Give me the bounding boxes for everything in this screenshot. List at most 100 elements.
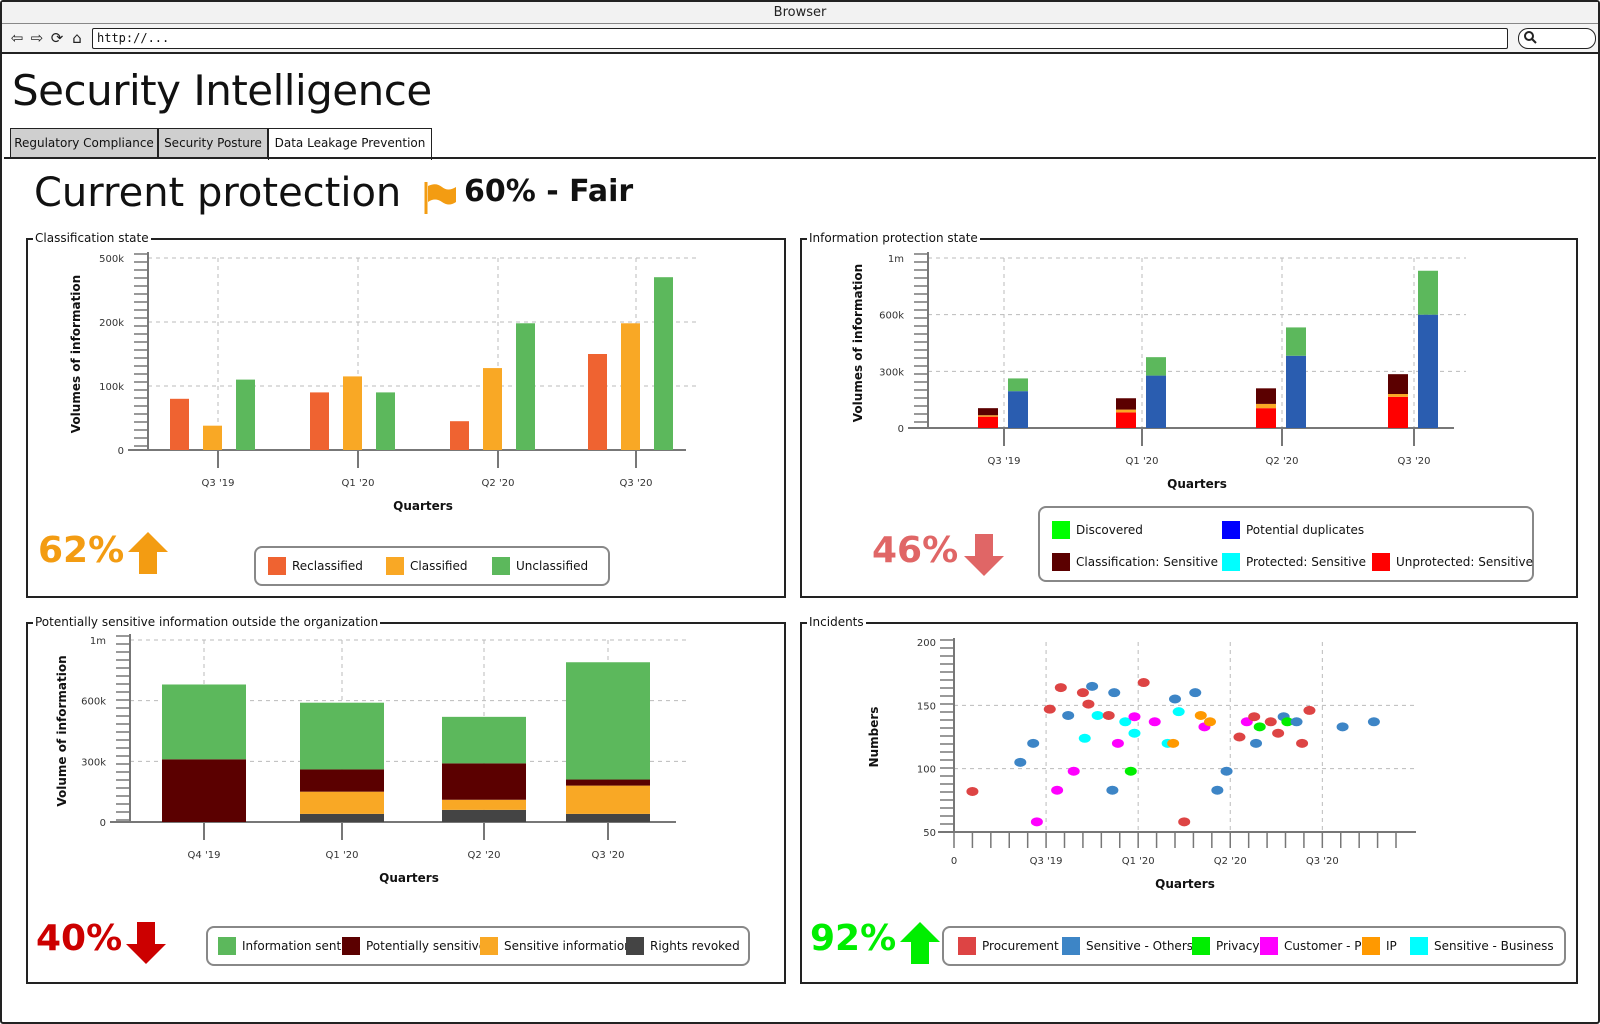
y-tick-label: 600k: [879, 311, 904, 322]
scatter-point: [1264, 717, 1277, 727]
bar-discovered: [1418, 270, 1438, 315]
bar-sensitive-information: [442, 799, 526, 810]
legend-item: Classified: [386, 556, 467, 576]
protection-chart: 0 300k 600k 1m Q3 '19 Q1 '20 Q2 '20 Q3 '20 Quart…: [851, 252, 1466, 491]
legend-label: Information sent: [242, 939, 342, 953]
x-tick-label: Q2 '20: [1266, 456, 1299, 467]
forward-icon[interactable]: ⇨: [30, 29, 44, 47]
legend-item: Sensitive information: [480, 936, 632, 956]
scatter-point: [1220, 766, 1233, 776]
x-tick-label: Q1 '20: [1122, 856, 1155, 867]
legend-item: Procurement: [958, 936, 1059, 956]
y-tick-label: 0: [898, 424, 904, 435]
x-tick-label: Q3 '20: [592, 850, 625, 861]
legend-item: Classification: Sensitive: [1052, 552, 1218, 572]
home-icon[interactable]: ⌂: [72, 29, 82, 47]
reload-icon[interactable]: ⟳: [50, 29, 64, 47]
scatter-point: [1111, 738, 1124, 748]
scatter-point: [1108, 688, 1121, 698]
classification-chart: 0 100k 200k 500k Q3 '19 Q1 '20 Q2 '20 Q3 '20 Qua…: [69, 252, 698, 513]
legend-swatch: [342, 936, 360, 955]
scatter-point: [1137, 678, 1150, 688]
bar-potential-duplicates: [1146, 375, 1166, 428]
scatter-point: [1027, 738, 1040, 748]
bar-unprotected-sensitive: [978, 416, 998, 428]
tab-security-posture[interactable]: Security Posture: [158, 128, 268, 158]
scatter-point: [1303, 705, 1316, 715]
x-tick-label: Q2 '20: [468, 850, 501, 861]
legend-label: Privacy: [1216, 939, 1260, 953]
scatter-point: [1250, 738, 1263, 748]
bar-potential-duplicates: [1286, 355, 1306, 428]
current-protection-title: Current protection: [34, 170, 402, 216]
y-tick-label: 500k: [99, 254, 124, 265]
y-tick-label: 0: [100, 818, 106, 829]
legend-swatch: [626, 936, 644, 955]
legend-label: Potentially sensitive: [366, 939, 487, 953]
y-tick-label: 150: [917, 701, 936, 712]
legend-item: Reclassified: [268, 556, 363, 576]
arrow-up-icon: [128, 532, 168, 574]
scatter-point: [1128, 712, 1141, 722]
y-tick-label: 300k: [879, 367, 904, 378]
scatter-point: [1189, 688, 1202, 698]
bar-unprotected-sensitive: [1388, 396, 1408, 428]
bar-protected-sensitive: [1116, 409, 1136, 413]
legend: Discovered Potential duplicates Classifi…: [1038, 506, 1534, 582]
bar-potential-duplicates: [1008, 391, 1028, 428]
search-icon: [1524, 31, 1537, 44]
browser-search-input[interactable]: [1518, 28, 1596, 49]
bar-classified: [621, 323, 640, 450]
x-tick-label: Q3 '19: [988, 456, 1021, 467]
scatter-point: [1086, 681, 1099, 691]
legend-swatch: [958, 936, 976, 955]
panel-title: Potentially sensitive information outsid…: [33, 615, 381, 629]
legend-label: Classified: [410, 559, 468, 573]
url-input[interactable]: http://...: [92, 28, 1508, 49]
x-axis-title: Quarters: [393, 499, 453, 513]
arrow-up-icon: [900, 922, 940, 964]
scatter-point: [1119, 717, 1132, 727]
tab-regulatory-compliance[interactable]: Regulatory Compliance: [10, 128, 158, 158]
scatter-point: [1336, 722, 1349, 732]
legend: Reclassified Classified Unclassified: [254, 546, 610, 586]
y-tick-label: 200: [917, 638, 936, 649]
bar-unclassified: [516, 323, 535, 450]
bar-reclassified: [170, 398, 189, 450]
panel-classification-state: Classification state 0 100k 200k 500k Q3 '19…: [26, 231, 786, 598]
legend-item: Rights revoked: [626, 936, 740, 956]
y-tick-label: 100k: [99, 382, 124, 393]
bar-classified: [343, 376, 362, 450]
legend-swatch: [1192, 936, 1210, 955]
x-tick-label: Q3 '20: [1398, 456, 1431, 467]
y-tick-label: 300k: [81, 757, 106, 768]
kpi-value: 46%: [872, 530, 959, 571]
scatter-point: [1253, 722, 1266, 732]
scatter-point: [1078, 733, 1091, 743]
bar-discovered: [1008, 378, 1028, 392]
tab-data-leakage-prevention[interactable]: Data Leakage Prevention: [268, 128, 432, 160]
panel-information-protection-state: Information protection state 0 300k 600k 1m…: [800, 231, 1578, 598]
y-tick-label: 50: [923, 828, 936, 839]
bar-potentially-sensitive: [162, 759, 246, 822]
scatter-point: [1091, 710, 1104, 720]
outside-chart: 0 300k 600k 1m Q4 '19 Q1 '20 Q2 '20 Q3 '20 Quart…: [55, 634, 688, 885]
scatter-point: [1148, 717, 1161, 727]
legend-swatch: [1222, 552, 1240, 571]
scatter-point: [1169, 694, 1181, 704]
kpi-value: 40%: [36, 918, 123, 959]
bar-potentially-sensitive: [442, 763, 526, 800]
bar-protected-sensitive: [1256, 403, 1276, 409]
kpi-value: 92%: [810, 918, 897, 959]
bar-sensitive-information: [300, 791, 384, 814]
scatter-point: [1054, 683, 1067, 693]
legend-item: Potential duplicates: [1222, 520, 1364, 540]
scatter-point: [1167, 738, 1180, 748]
bar-potentially-sensitive: [300, 769, 384, 792]
legend-item: Information sent: [218, 936, 341, 956]
arrow-down-icon: [126, 922, 166, 964]
legend-item: IP: [1362, 936, 1397, 956]
y-tick-label: 1m: [888, 254, 904, 265]
back-icon[interactable]: ⇦: [10, 29, 24, 47]
